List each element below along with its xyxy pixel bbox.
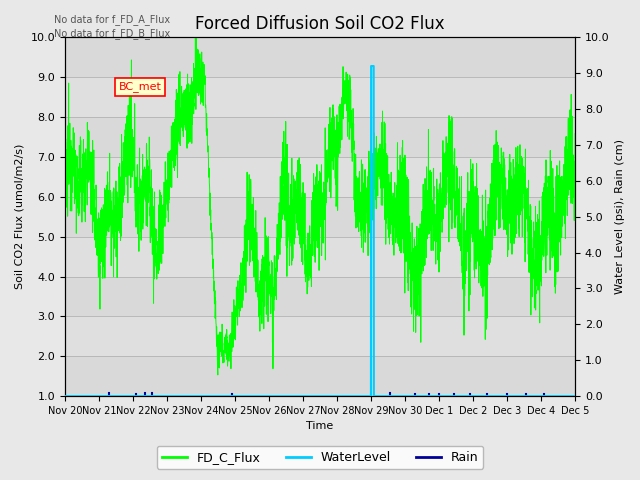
Legend: FD_C_Flux, WaterLevel, Rain: FD_C_Flux, WaterLevel, Rain <box>157 446 483 469</box>
Bar <box>65 77 575 117</box>
Bar <box>65 37 575 77</box>
Y-axis label: Soil CO2 Flux (umol/m2/s): Soil CO2 Flux (umol/m2/s) <box>15 144 25 289</box>
Bar <box>65 157 575 197</box>
Bar <box>65 117 575 157</box>
Bar <box>65 237 575 276</box>
Y-axis label: Water Level (psi), Rain (cm): Water Level (psi), Rain (cm) <box>615 139 625 294</box>
Bar <box>65 276 575 316</box>
Text: No data for f_FD_A_Flux: No data for f_FD_A_Flux <box>54 13 170 24</box>
X-axis label: Time: Time <box>307 421 333 432</box>
Title: Forced Diffusion Soil CO2 Flux: Forced Diffusion Soil CO2 Flux <box>195 15 445 33</box>
Bar <box>65 356 575 396</box>
Text: No data for f_FD_B_Flux: No data for f_FD_B_Flux <box>54 28 171 39</box>
Bar <box>65 197 575 237</box>
Text: BC_met: BC_met <box>118 81 161 92</box>
Bar <box>65 316 575 356</box>
